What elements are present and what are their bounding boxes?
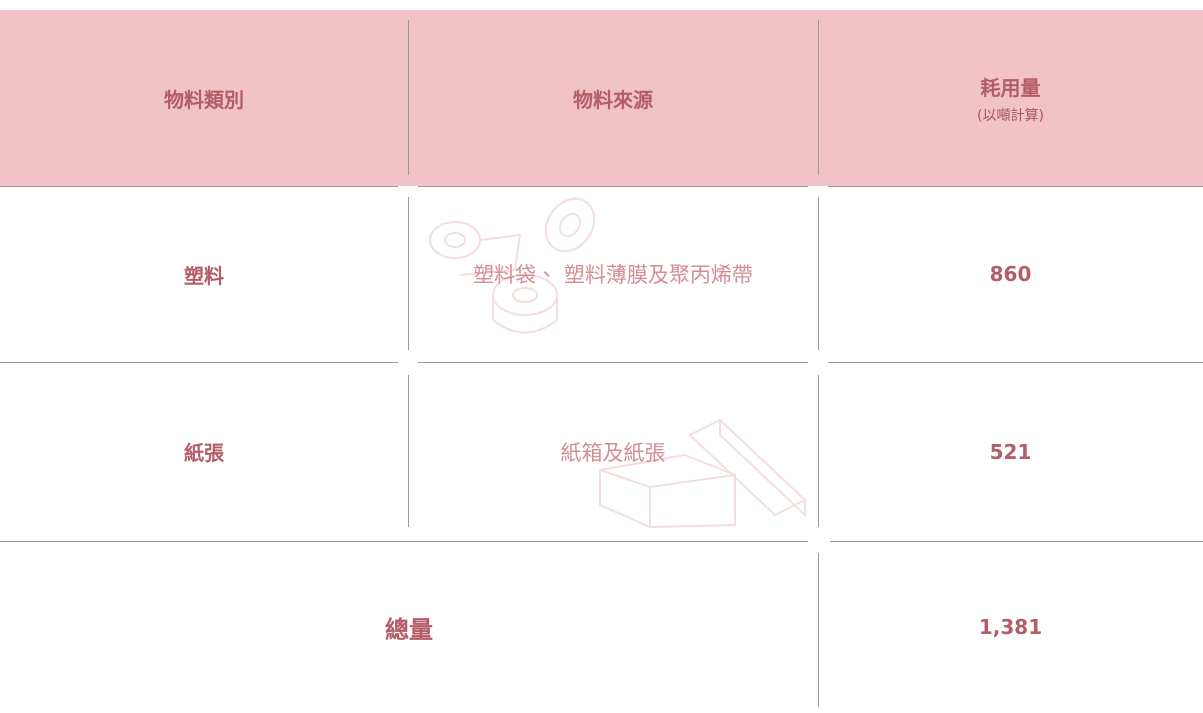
cell-text: 紙箱及紙張: [560, 440, 666, 465]
source-cell: 塑料袋、 塑料薄膜及聚丙烯帶: [408, 186, 818, 362]
cell-text: 860: [989, 262, 1032, 286]
column-rule: [818, 197, 819, 350]
header-text: 耗用量: [980, 75, 1041, 100]
row-rule: [0, 541, 808, 542]
category-cell: 塑料: [0, 186, 408, 362]
cell-text: 塑料袋、 塑料薄膜及聚丙烯帶: [473, 263, 753, 287]
row-rule: [828, 186, 1203, 187]
cell-text: 紙張: [184, 441, 224, 465]
header-text: 物料類別: [164, 87, 244, 112]
header-background: [0, 10, 1203, 186]
amount-cell: 521: [818, 362, 1203, 541]
cell-text: 521: [989, 439, 1032, 464]
row-rule: [0, 362, 398, 363]
row-rule: [418, 186, 808, 187]
row-rule: [828, 362, 1203, 363]
header-cell: 物料類別: [0, 10, 408, 186]
paper-icon: [599, 418, 807, 529]
row-rule: [830, 541, 1203, 542]
amount-cell: 860: [818, 186, 1203, 362]
total-amount-cell: 1,381: [818, 541, 1203, 713]
row-rule: [418, 362, 808, 363]
cell-text: 1,381: [978, 615, 1043, 639]
header-text: 物料來源: [573, 87, 653, 112]
column-rule: [818, 553, 819, 707]
header-subtext: (以噸計算): [977, 107, 1044, 124]
cell-text: 總量: [385, 615, 433, 644]
plastic-icon: [429, 197, 596, 334]
source-cell: 紙箱及紙張: [408, 362, 818, 541]
column-rule: [408, 375, 409, 527]
cell-text: 塑料: [184, 263, 224, 288]
row-rule: [0, 186, 398, 187]
total-label-cell: 總量: [0, 541, 818, 713]
column-rule: [818, 375, 819, 527]
column-rule: [408, 197, 409, 350]
column-rule: [818, 20, 819, 175]
header-cell: 耗用量 (以噸計算): [818, 10, 1203, 186]
category-cell: 紙張: [0, 362, 408, 541]
header-cell: 物料來源: [408, 10, 818, 186]
column-rule: [408, 20, 409, 175]
